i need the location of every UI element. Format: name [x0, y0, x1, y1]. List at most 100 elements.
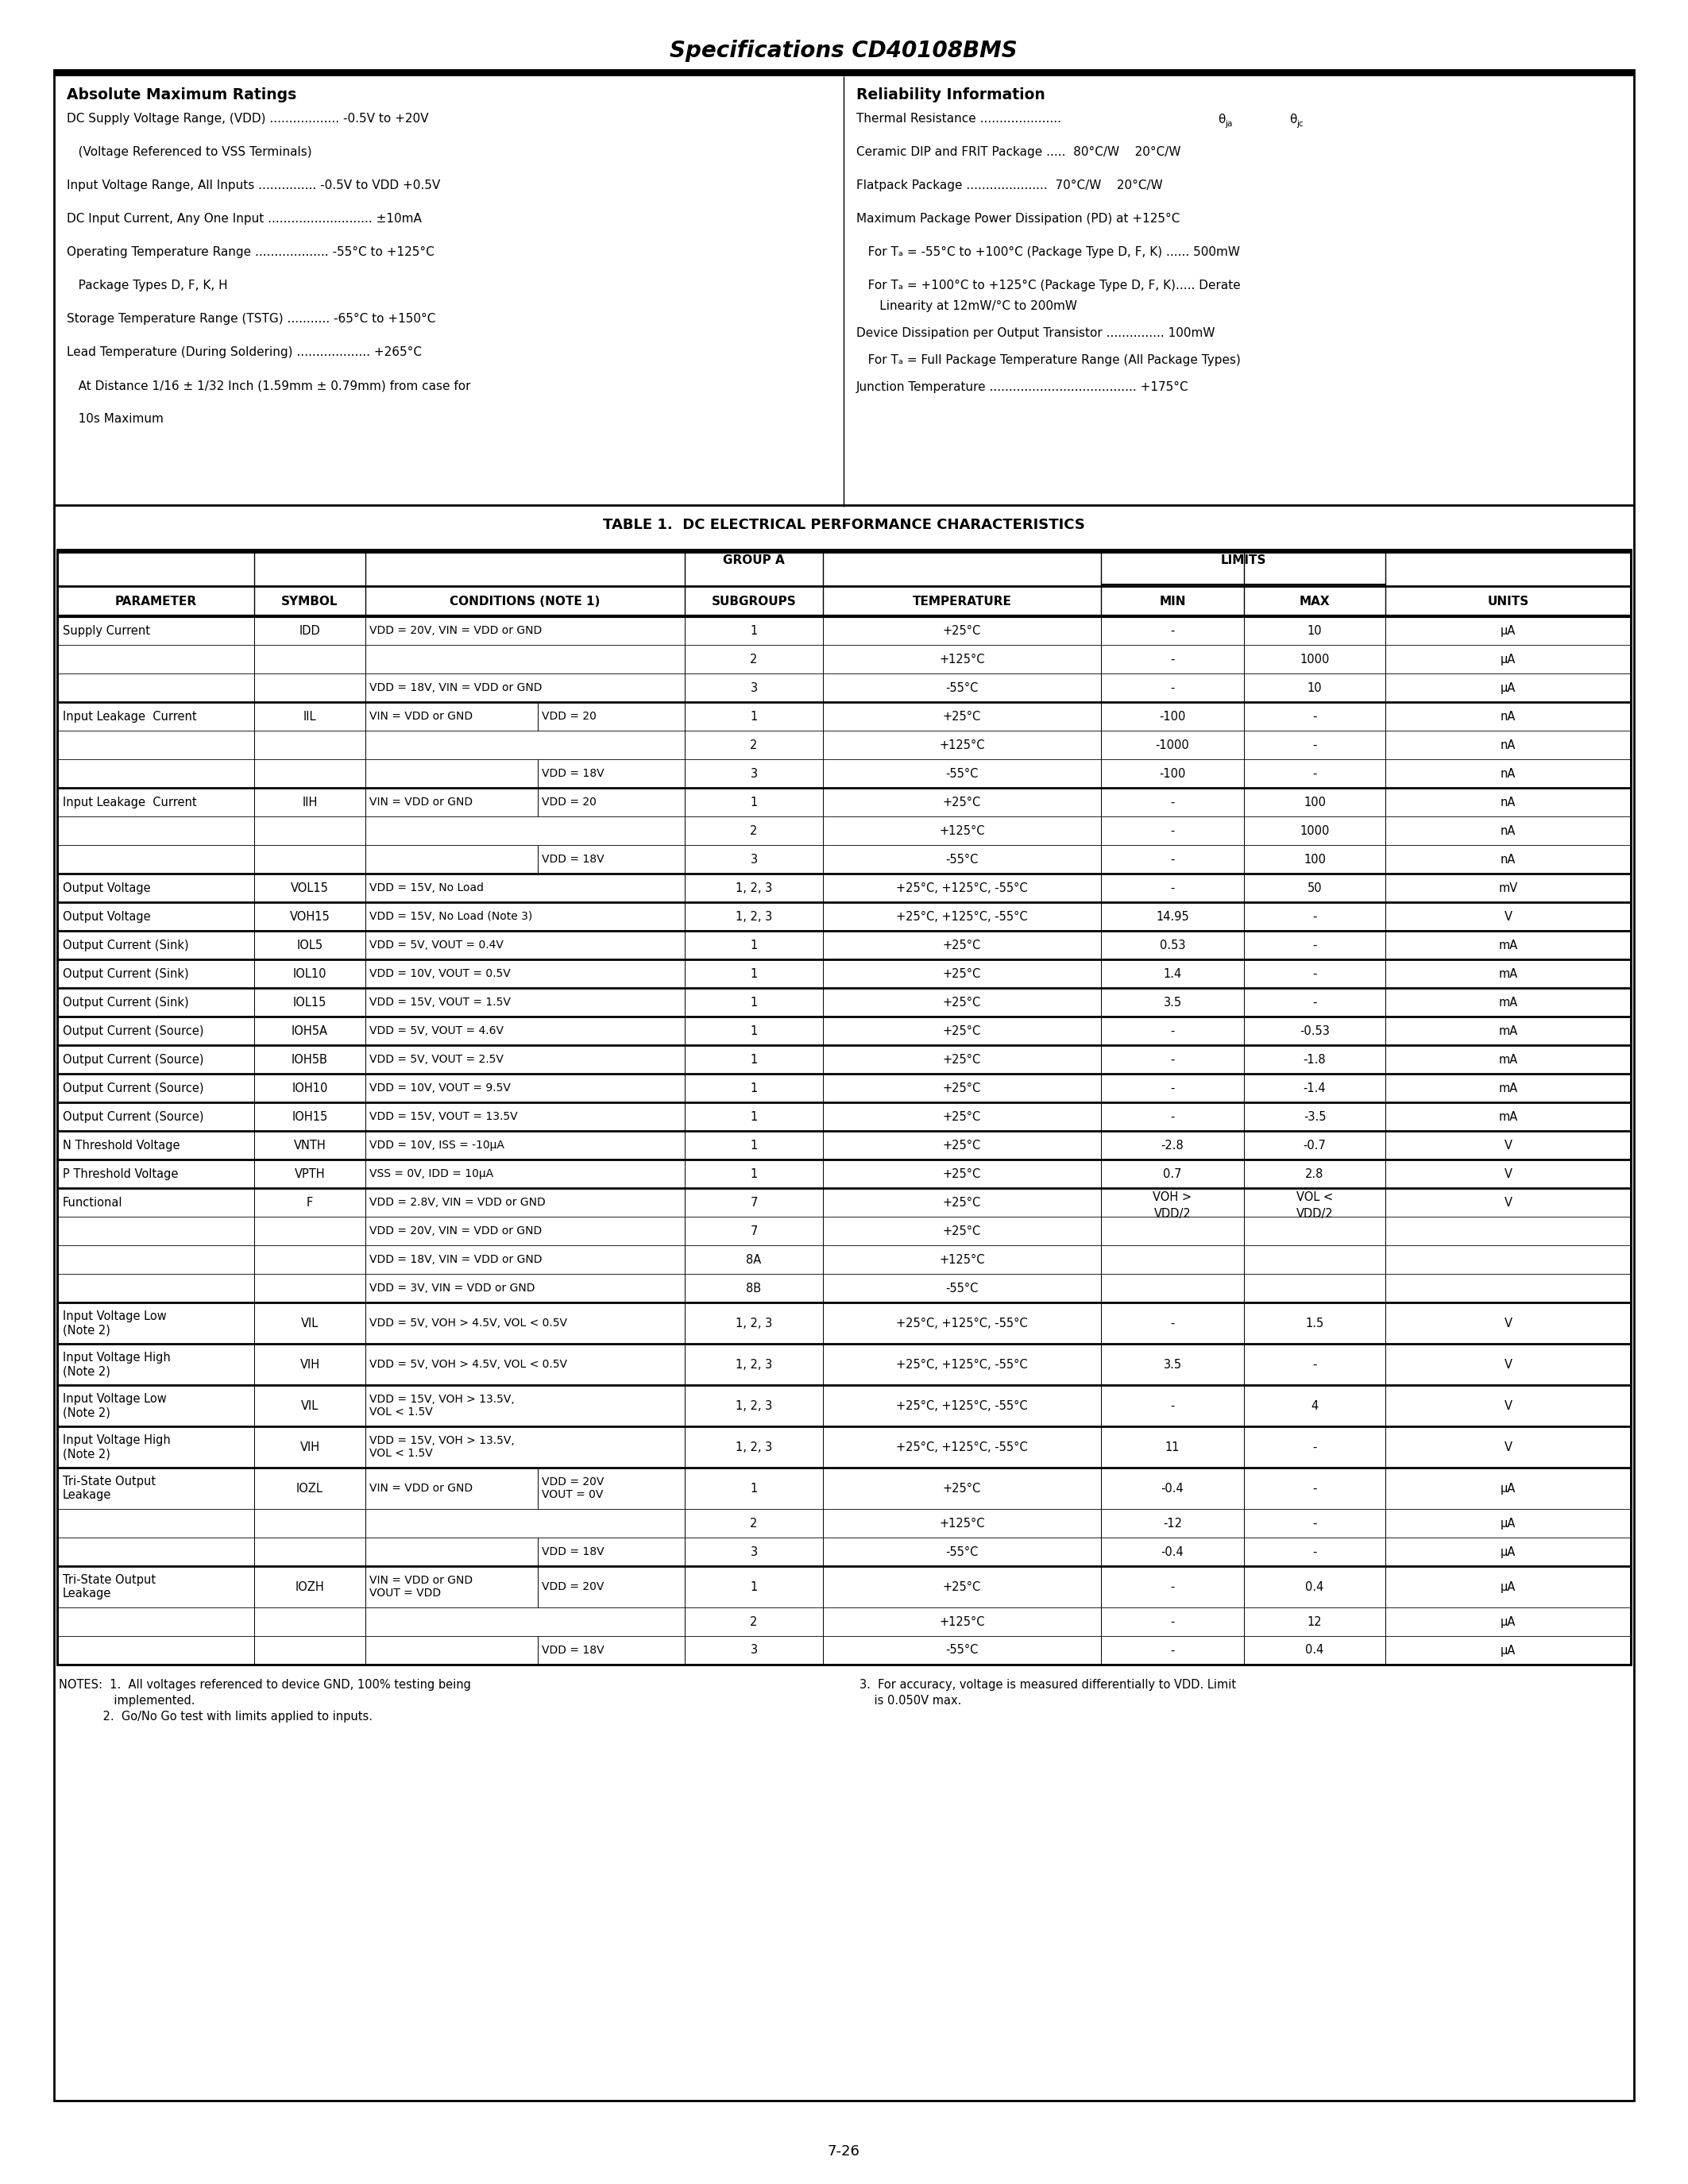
Text: mV: mV — [1499, 882, 1518, 893]
Text: PARAMETER: PARAMETER — [115, 596, 196, 607]
Text: V: V — [1504, 1140, 1512, 1151]
Text: V: V — [1504, 1317, 1512, 1330]
Text: 10: 10 — [1307, 681, 1322, 695]
Text: VNTH: VNTH — [294, 1140, 326, 1151]
Text: +25°C: +25°C — [944, 1024, 981, 1037]
Text: 2: 2 — [749, 653, 758, 666]
Text: 1.4: 1.4 — [1163, 968, 1182, 981]
Text: VDD = 15V, No Load: VDD = 15V, No Load — [370, 882, 484, 893]
Text: Thermal Resistance .....................: Thermal Resistance ..................... — [856, 114, 1062, 124]
Text: Supply Current: Supply Current — [62, 625, 150, 636]
Text: 8B: 8B — [746, 1282, 761, 1295]
Text: VPTH: VPTH — [294, 1168, 326, 1179]
Text: VDD = 5V, VOUT = 0.4V: VDD = 5V, VOUT = 0.4V — [370, 939, 503, 950]
Text: 1: 1 — [749, 1081, 758, 1094]
Text: DC Supply Voltage Range, (VDD) .................. -0.5V to +20V: DC Supply Voltage Range, (VDD) .........… — [68, 114, 429, 124]
Text: IOH15: IOH15 — [292, 1112, 327, 1123]
Text: 3: 3 — [749, 1645, 758, 1655]
Text: 0.7: 0.7 — [1163, 1168, 1182, 1179]
Text: Tri-State Output
Leakage: Tri-State Output Leakage — [62, 1575, 155, 1599]
Bar — [57, 550, 1631, 1664]
Text: +25°C, +125°C, -55°C: +25°C, +125°C, -55°C — [896, 1358, 1028, 1369]
Text: VIN = VDD or GND
VOUT = VDD: VIN = VDD or GND VOUT = VDD — [370, 1575, 473, 1599]
Text: VIN = VDD or GND: VIN = VDD or GND — [370, 797, 473, 808]
Text: 1: 1 — [749, 1483, 758, 1494]
Text: Input Voltage High
(Note 2): Input Voltage High (Note 2) — [62, 1435, 170, 1459]
Text: -: - — [1313, 767, 1317, 780]
Text: IIL: IIL — [304, 710, 316, 723]
Text: 1: 1 — [749, 1140, 758, 1151]
Text: -55°C: -55°C — [945, 1546, 979, 1557]
Text: +25°C: +25°C — [944, 1581, 981, 1592]
Text: SYMBOL: SYMBOL — [282, 596, 338, 607]
Text: V: V — [1504, 1168, 1512, 1179]
Text: θ: θ — [1290, 114, 1296, 124]
Text: V: V — [1504, 1441, 1512, 1452]
Text: 3.5: 3.5 — [1163, 1358, 1182, 1369]
Text: μA: μA — [1501, 1645, 1516, 1655]
Text: VDD = 5V, VOH > 4.5V, VOL < 0.5V: VDD = 5V, VOH > 4.5V, VOL < 0.5V — [370, 1317, 567, 1328]
Text: VOH15: VOH15 — [290, 911, 329, 922]
Text: -100: -100 — [1160, 710, 1185, 723]
Text: Ceramic DIP and FRIT Package .....  80°C/W    20°C/W: Ceramic DIP and FRIT Package ..... 80°C/… — [856, 146, 1182, 157]
Text: 2.8: 2.8 — [1305, 1168, 1323, 1179]
Text: For Tₐ = -55°C to +100°C (Package Type D, F, K) ...... 500mW: For Tₐ = -55°C to +100°C (Package Type D… — [856, 247, 1241, 258]
Text: Reliability Information: Reliability Information — [856, 87, 1045, 103]
Text: GROUP A: GROUP A — [722, 555, 785, 566]
Text: -: - — [1313, 968, 1317, 981]
Text: -100: -100 — [1160, 767, 1185, 780]
Text: -: - — [1170, 1112, 1175, 1123]
Text: -: - — [1170, 1400, 1175, 1411]
Text: VIN = VDD or GND: VIN = VDD or GND — [370, 710, 473, 723]
Text: -: - — [1313, 939, 1317, 950]
Text: Device Dissipation per Output Transistor ............... 100mW: Device Dissipation per Output Transistor… — [856, 328, 1215, 339]
Text: -: - — [1170, 882, 1175, 893]
Text: -0.4: -0.4 — [1161, 1483, 1183, 1494]
Text: +125°C: +125°C — [939, 826, 984, 836]
Text: -: - — [1313, 1483, 1317, 1494]
Text: Storage Temperature Range (TSTG) ........... -65°C to +150°C: Storage Temperature Range (TSTG) .......… — [68, 312, 436, 325]
Text: -: - — [1313, 738, 1317, 751]
Text: VDD = 20: VDD = 20 — [542, 710, 596, 723]
Text: 50: 50 — [1307, 882, 1322, 893]
Text: 11: 11 — [1165, 1441, 1180, 1452]
Text: +25°C: +25°C — [944, 1053, 981, 1066]
Text: +25°C: +25°C — [944, 939, 981, 950]
Text: VDD = 15V, VOH > 13.5V,
VOL < 1.5V: VDD = 15V, VOH > 13.5V, VOL < 1.5V — [370, 1435, 515, 1459]
Text: +125°C: +125°C — [939, 738, 984, 751]
Text: 3: 3 — [749, 854, 758, 865]
Text: -55°C: -55°C — [945, 681, 979, 695]
Text: For Tₐ = +100°C to +125°C (Package Type D, F, K)..... Derate: For Tₐ = +100°C to +125°C (Package Type … — [856, 280, 1241, 290]
Text: -: - — [1170, 625, 1175, 636]
Text: VDD = 20V, VIN = VDD or GND: VDD = 20V, VIN = VDD or GND — [370, 625, 542, 636]
Text: mA: mA — [1499, 1081, 1518, 1094]
Text: 1, 2, 3: 1, 2, 3 — [736, 1400, 771, 1411]
Bar — [57, 550, 1631, 553]
Text: VDD = 15V, No Load (Note 3): VDD = 15V, No Load (Note 3) — [370, 911, 532, 922]
Text: -3.5: -3.5 — [1303, 1112, 1327, 1123]
Text: VDD = 5V, VOH > 4.5V, VOL < 0.5V: VDD = 5V, VOH > 4.5V, VOL < 0.5V — [370, 1358, 567, 1369]
Text: +25°C: +25°C — [944, 1197, 981, 1208]
Text: 2: 2 — [749, 738, 758, 751]
Text: VSS = 0V, IDD = 10μA: VSS = 0V, IDD = 10μA — [370, 1168, 493, 1179]
Text: 12: 12 — [1307, 1616, 1322, 1627]
Text: MAX: MAX — [1300, 596, 1330, 607]
Text: -55°C: -55°C — [945, 1645, 979, 1655]
Text: V: V — [1504, 1400, 1512, 1411]
Text: 1, 2, 3: 1, 2, 3 — [736, 1358, 771, 1369]
Text: +25°C: +25°C — [944, 968, 981, 981]
Text: is 0.050V max.: is 0.050V max. — [859, 1695, 962, 1706]
Text: VDD/2: VDD/2 — [1296, 1208, 1334, 1221]
Text: -: - — [1170, 1616, 1175, 1627]
Text: -: - — [1313, 1546, 1317, 1557]
Text: LIMITS: LIMITS — [1220, 555, 1266, 566]
Text: 1, 2, 3: 1, 2, 3 — [736, 882, 771, 893]
Text: P Threshold Voltage: P Threshold Voltage — [62, 1168, 179, 1179]
Text: Functional: Functional — [62, 1197, 123, 1208]
Text: Junction Temperature ...................................... +175°C: Junction Temperature ...................… — [856, 382, 1188, 393]
Text: 14.95: 14.95 — [1156, 911, 1188, 922]
Text: 2: 2 — [749, 1616, 758, 1627]
Text: implemented.: implemented. — [59, 1695, 196, 1706]
Text: +25°C: +25°C — [944, 625, 981, 636]
Text: 1000: 1000 — [1300, 653, 1330, 666]
